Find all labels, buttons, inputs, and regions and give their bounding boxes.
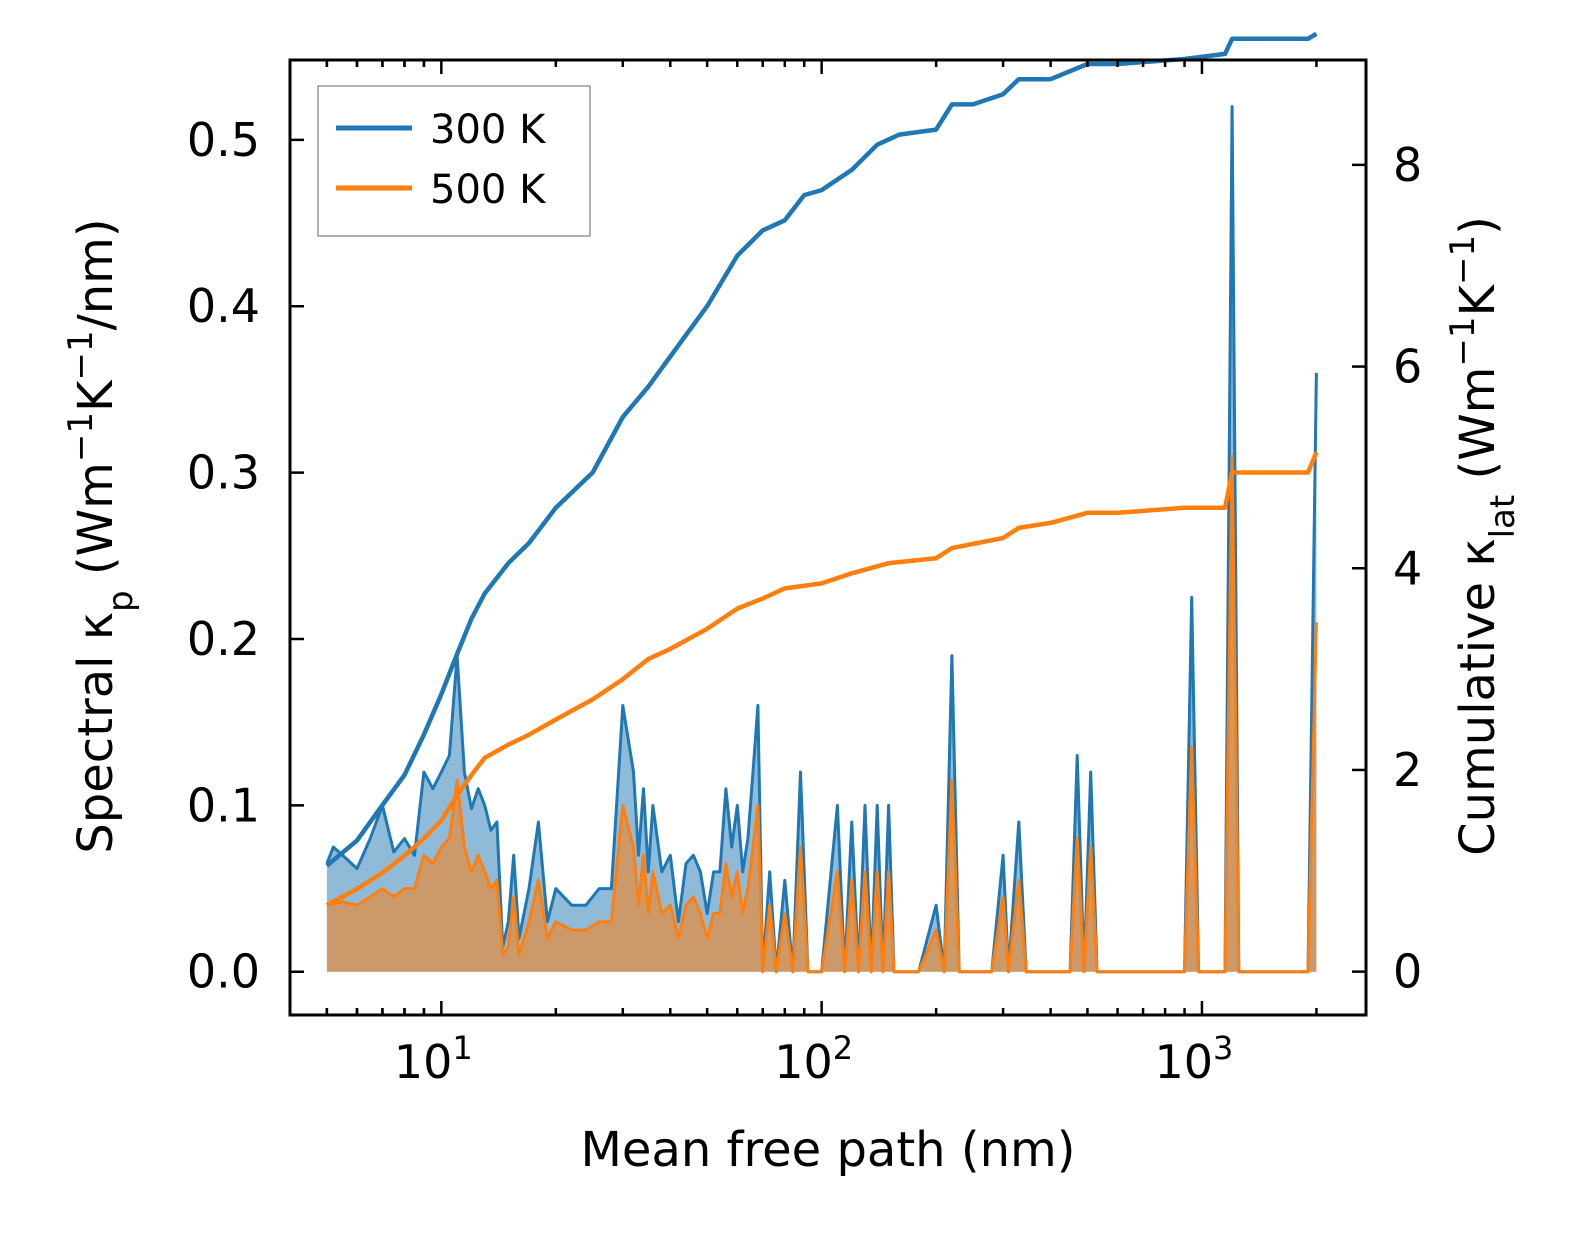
- x-tick-label: 102: [774, 1029, 853, 1089]
- ylabel-left-sub: p: [101, 590, 141, 612]
- left-y-axis-title: Spectral κp (Wm−1K−1/nm): [61, 218, 141, 853]
- spectral-area-500k: [326, 456, 1317, 972]
- ylabel-right-sup1: −1: [1443, 316, 1483, 366]
- y-left-tick-label: 0.1: [187, 778, 260, 832]
- ylabel-left-post2: K: [68, 379, 124, 412]
- ylabel-left-sup1: −1: [61, 412, 101, 462]
- legend-box: [317, 85, 591, 237]
- x-axis-title: Mean free path (nm): [581, 1122, 1076, 1178]
- ylabel-right-sup2: −1: [1443, 235, 1483, 285]
- y-right-tick-label: 6: [1393, 340, 1422, 394]
- y-left-tick-label: 0.0: [187, 945, 260, 999]
- x-tick-label-exp: 2: [833, 1029, 853, 1067]
- x-tick-label: 101: [394, 1029, 473, 1089]
- y-left-tick-label: 0.2: [187, 612, 260, 666]
- x-tick-label-base: 10: [394, 1035, 453, 1089]
- spectral-line-300k: [325, 105, 1318, 974]
- plot-frame: [288, 58, 1368, 1017]
- ylabel-left-pre: Spectral κ: [68, 612, 124, 854]
- y-left-tick-label: 0.3: [187, 446, 260, 500]
- y-right-tick-label: 4: [1393, 541, 1422, 595]
- y-left-tick-label: 0.5: [187, 113, 260, 167]
- series-lines: [325, 31, 1319, 908]
- ylabel-right-pre: Cumulative κ: [1450, 538, 1506, 856]
- x-tick-label-base: 10: [1154, 1035, 1213, 1089]
- y-right-tick-label: 0: [1393, 945, 1422, 999]
- legend-label-500k: 500 K: [430, 167, 547, 213]
- x-tick-label: 103: [1154, 1029, 1233, 1089]
- x-tick-label-exp: 1: [452, 1029, 472, 1067]
- spectral-line-500k: [326, 454, 1318, 974]
- x-tick-label-base: 10: [774, 1035, 833, 1089]
- legend-label-300k: 300 K: [430, 107, 547, 153]
- spectral-fills: [325, 105, 1318, 974]
- ylabel-left-sup2: −1: [61, 330, 101, 380]
- ylabel-left-post1: (Wm: [68, 462, 124, 590]
- cumulative-line-300k: [325, 31, 1318, 868]
- y-right-tick-label: 2: [1393, 743, 1422, 797]
- cumulative-line-500k: [325, 451, 1319, 908]
- ylabel-right-sub: lat: [1483, 495, 1523, 539]
- ylabel-right-post3: ): [1450, 216, 1506, 235]
- y-right-tick-label: 8: [1393, 138, 1422, 192]
- ylabel-left-post3: /nm): [68, 218, 124, 330]
- ylabel-right-post2: K: [1450, 283, 1506, 316]
- x-tick-label-exp: 3: [1213, 1029, 1233, 1067]
- ylabel-right-post1: (Wm: [1450, 367, 1506, 495]
- y-left-tick-label: 0.4: [187, 279, 260, 333]
- legend: 300 K 500 K: [317, 85, 591, 237]
- right-y-axis-title: Cumulative κlat (Wm−1K−1): [1443, 216, 1523, 856]
